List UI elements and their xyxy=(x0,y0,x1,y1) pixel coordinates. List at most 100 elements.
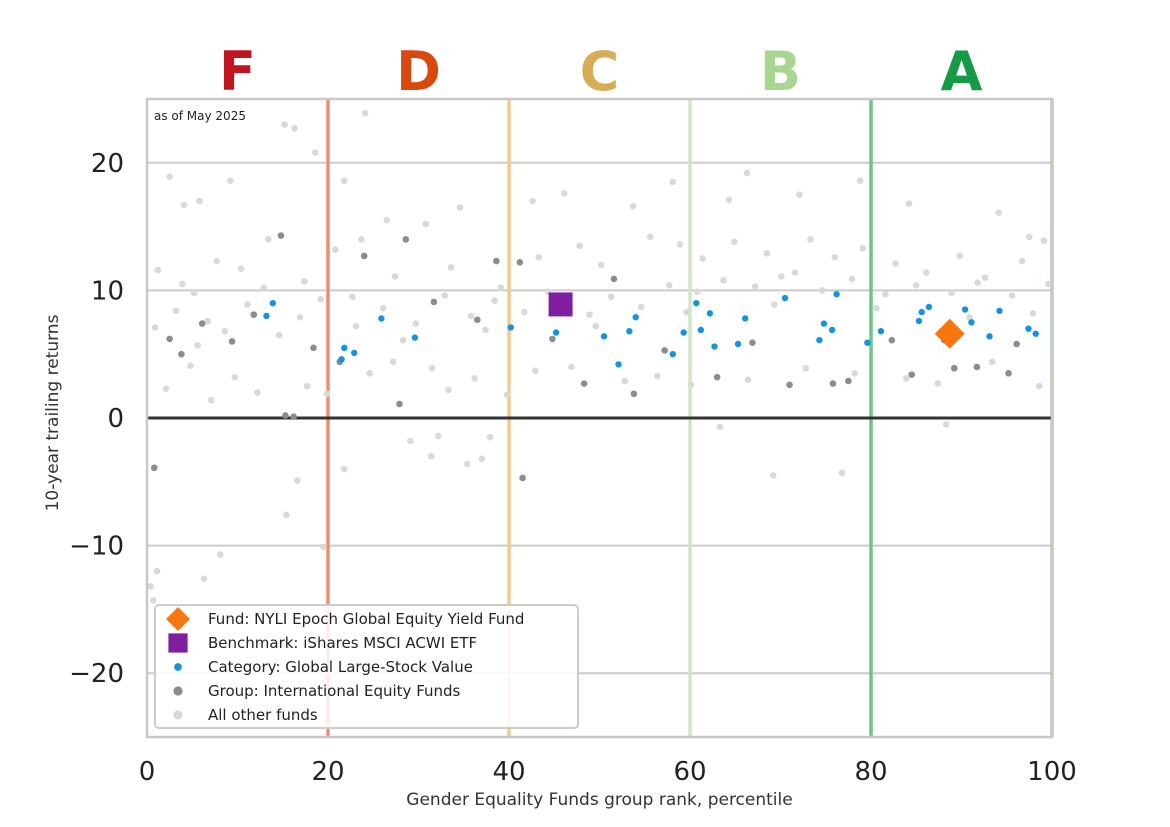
plot-frame xyxy=(145,97,1054,739)
grade-label-c: C xyxy=(580,40,620,103)
grade-label-a: A xyxy=(941,40,983,103)
data-point xyxy=(221,327,229,335)
data-point xyxy=(360,252,368,260)
data-point xyxy=(402,236,410,243)
data-point xyxy=(922,269,930,276)
data-point xyxy=(796,191,803,198)
legend-box xyxy=(154,604,579,729)
data-point xyxy=(621,377,629,385)
data-point xyxy=(153,567,161,575)
data-point xyxy=(323,390,331,398)
grade-label-b: B xyxy=(760,40,801,103)
data-point xyxy=(680,329,687,336)
data-point xyxy=(383,216,391,224)
data-point xyxy=(331,246,339,253)
data-points xyxy=(147,109,1052,604)
data-point xyxy=(988,358,996,366)
data-point xyxy=(275,331,283,339)
data-point xyxy=(816,336,823,344)
data-point xyxy=(632,313,639,321)
data-point xyxy=(497,284,505,292)
y-tick-label: −20 xyxy=(69,659,124,689)
data-point xyxy=(693,288,701,295)
data-point xyxy=(349,293,356,301)
data-point xyxy=(950,364,958,372)
data-point xyxy=(204,317,211,325)
data-point xyxy=(478,455,486,463)
x-tick-label: 20 xyxy=(311,757,344,787)
data-point xyxy=(831,253,839,261)
data-point xyxy=(154,266,162,274)
data-point xyxy=(1025,325,1032,332)
data-point xyxy=(851,370,859,377)
data-point xyxy=(637,303,645,311)
data-point xyxy=(888,336,896,344)
data-point xyxy=(592,322,600,330)
data-point xyxy=(351,349,358,357)
legend: Fund: NYLI Epoch Global Equity Yield Fun… xyxy=(154,604,579,729)
data-point xyxy=(340,465,348,473)
data-point xyxy=(310,344,317,352)
data-point xyxy=(535,253,543,261)
data-point xyxy=(560,190,568,197)
data-point xyxy=(180,201,188,209)
as-of-note: as of May 2025 xyxy=(154,109,246,123)
data-point xyxy=(744,376,752,384)
data-point xyxy=(912,281,920,289)
data-point xyxy=(516,259,524,266)
data-point xyxy=(407,437,414,445)
data-point xyxy=(934,380,942,387)
data-point xyxy=(877,328,885,335)
data-point xyxy=(973,363,981,371)
legend-marker xyxy=(174,663,182,671)
legend-label: Group: International Equity Funds xyxy=(208,682,461,700)
data-point xyxy=(301,278,308,285)
data-point xyxy=(244,301,251,308)
data-point xyxy=(778,273,785,280)
data-point xyxy=(908,371,916,378)
y-tick-label: 10 xyxy=(91,276,124,306)
x-axis-label: Gender Equality Funds group rank, percen… xyxy=(406,790,792,810)
data-point xyxy=(399,336,407,344)
data-point xyxy=(213,257,220,265)
data-point xyxy=(676,241,684,248)
data-point xyxy=(1013,340,1021,348)
legend-item: Category: Global Large-Stock Value xyxy=(174,658,473,676)
x-tick-label: 80 xyxy=(854,757,887,787)
data-point xyxy=(277,232,285,239)
data-point xyxy=(734,340,742,348)
data-point xyxy=(654,372,661,380)
data-point xyxy=(263,312,270,320)
data-point xyxy=(196,197,203,205)
legend-label: Benchmark: iShares MSCI ACWI ETF xyxy=(208,634,477,652)
data-point xyxy=(447,264,455,271)
data-point xyxy=(1018,257,1026,265)
data-point xyxy=(226,177,234,184)
data-point xyxy=(873,304,880,312)
data-point xyxy=(981,274,989,281)
data-point xyxy=(340,177,348,184)
data-point xyxy=(751,283,759,290)
legend-label: Category: Global Large-Stock Value xyxy=(208,658,473,676)
data-point xyxy=(172,307,180,315)
y-tick-label: 20 xyxy=(91,149,124,179)
data-point xyxy=(150,597,157,604)
data-point xyxy=(428,364,436,372)
data-point xyxy=(820,320,828,327)
data-point xyxy=(396,400,403,408)
data-point xyxy=(147,583,154,590)
data-point xyxy=(178,350,185,358)
data-point xyxy=(503,391,511,399)
data-point xyxy=(207,396,215,404)
data-point xyxy=(661,347,668,354)
data-point xyxy=(491,297,498,304)
data-point xyxy=(1032,330,1039,337)
data-point xyxy=(743,169,751,177)
x-tick-label: 100 xyxy=(1027,757,1077,787)
benchmark-point xyxy=(548,292,573,317)
data-point xyxy=(697,326,705,334)
data-point xyxy=(864,339,871,346)
data-point xyxy=(352,322,360,330)
data-point xyxy=(781,294,789,302)
data-point xyxy=(1026,233,1033,241)
